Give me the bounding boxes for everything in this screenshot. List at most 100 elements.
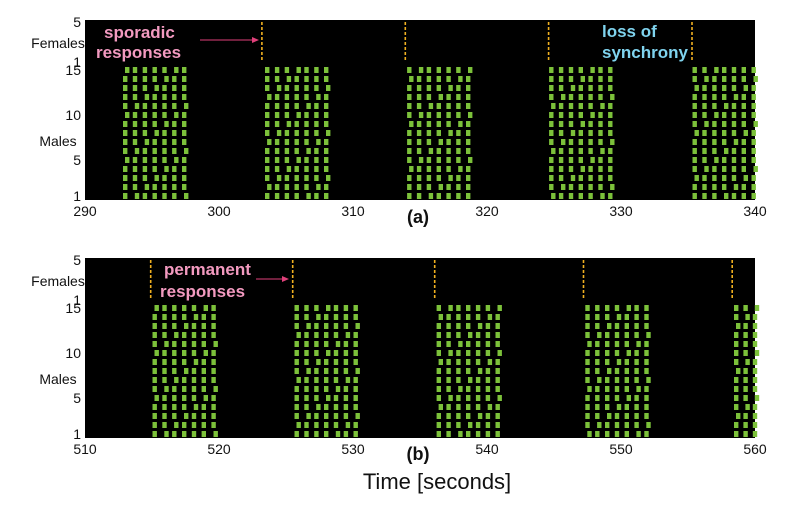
male-pulse <box>741 166 746 172</box>
male-pulse <box>446 67 451 73</box>
male-pulse <box>123 76 128 82</box>
male-pulse <box>284 103 290 109</box>
male-pulse <box>355 323 360 329</box>
male-pulse <box>172 413 177 419</box>
male-pulse <box>286 121 292 127</box>
male-pulse <box>274 157 280 163</box>
male-pulse <box>605 305 610 311</box>
male-pulse <box>203 395 208 401</box>
male-pulse <box>211 368 216 374</box>
male-pulse <box>743 350 748 356</box>
male-pulse <box>296 67 301 73</box>
male-pulse <box>274 148 280 154</box>
male-pulse <box>191 350 197 356</box>
annotation-sporadic-responses: responses <box>96 43 181 62</box>
male-pulse <box>304 139 309 145</box>
male-pulse <box>485 395 491 401</box>
male-pulse <box>284 112 290 118</box>
male-pulse <box>335 386 341 392</box>
male-pulse <box>743 377 748 383</box>
male-pulse <box>456 422 461 428</box>
male-pulse <box>436 67 441 73</box>
male-pulse <box>162 305 167 311</box>
male-pulse <box>743 431 748 437</box>
male-pulse <box>568 193 574 199</box>
male-pulse <box>485 323 491 329</box>
male-pulse <box>152 404 157 410</box>
male-pulse <box>734 305 739 311</box>
male-pulse <box>468 422 473 428</box>
male-pulse <box>144 184 150 190</box>
male-pulse <box>475 332 481 338</box>
male-pulse <box>265 67 270 73</box>
male-pulse <box>134 193 140 199</box>
male-pulse <box>409 121 414 127</box>
male-pulse <box>456 193 461 199</box>
male-pulse <box>142 103 148 109</box>
male-pulse <box>600 193 605 199</box>
male-pulse <box>456 323 461 329</box>
male-pulse <box>407 184 412 190</box>
male-pulse <box>598 76 603 82</box>
male-pulse <box>142 193 148 199</box>
male-pulse <box>284 130 290 136</box>
male-pulse <box>428 103 434 109</box>
male-pulse <box>722 166 727 172</box>
male-pulse <box>754 395 760 401</box>
male-pulse <box>598 85 603 91</box>
male-pulse <box>456 377 461 383</box>
male-pulse <box>142 175 148 181</box>
male-pulse <box>487 359 493 365</box>
male-pulse <box>634 377 639 383</box>
male-pulse <box>144 139 150 145</box>
male-pulse <box>438 359 443 365</box>
male-pulse <box>743 305 748 311</box>
male-pulse <box>294 148 299 154</box>
male-pulse <box>731 121 737 127</box>
male-pulse <box>614 413 620 419</box>
male-pulse <box>193 404 199 410</box>
male-pulse <box>644 386 649 392</box>
male-pulse <box>448 175 453 181</box>
male-pulse <box>174 112 179 118</box>
male-pulse <box>446 139 451 145</box>
male-pulse <box>324 76 329 82</box>
male-pulse <box>314 112 319 118</box>
male-pulse <box>743 130 748 136</box>
male-pulse <box>446 359 451 365</box>
male-pulse <box>446 103 451 109</box>
male-pulse <box>497 305 502 311</box>
male-pulse <box>294 413 299 419</box>
male-pulse <box>734 332 739 338</box>
male-pulse <box>314 323 319 329</box>
male-pulse <box>595 404 600 410</box>
male-pulse <box>495 422 500 428</box>
male-pulse <box>191 305 197 311</box>
male-pulse <box>466 175 471 181</box>
male-pulse <box>152 332 157 338</box>
male-pulse <box>722 67 727 73</box>
male-pulse <box>276 85 282 91</box>
male-pulse <box>692 157 697 163</box>
panel-b-female-background <box>85 258 755 303</box>
male-pulse <box>132 184 138 190</box>
male-pulse <box>752 431 758 437</box>
male-pulse <box>436 85 441 91</box>
male-pulse <box>456 184 461 190</box>
male-pulse <box>446 148 451 154</box>
male-pulse <box>558 67 564 73</box>
male-pulse <box>595 305 600 311</box>
male-pulse <box>142 67 148 73</box>
male-pulse <box>580 121 585 127</box>
male-pulse <box>702 139 707 145</box>
male-pulse <box>314 431 319 437</box>
male-pulse <box>182 121 187 127</box>
female-y-tick-label: 5 <box>73 252 81 268</box>
male-pulse <box>142 112 148 118</box>
male-pulse <box>598 112 603 118</box>
male-pulse <box>172 130 177 136</box>
male-pulse <box>265 166 270 172</box>
male-pulse <box>265 112 270 118</box>
male-pulse <box>736 323 741 329</box>
male-pulse <box>745 359 750 365</box>
